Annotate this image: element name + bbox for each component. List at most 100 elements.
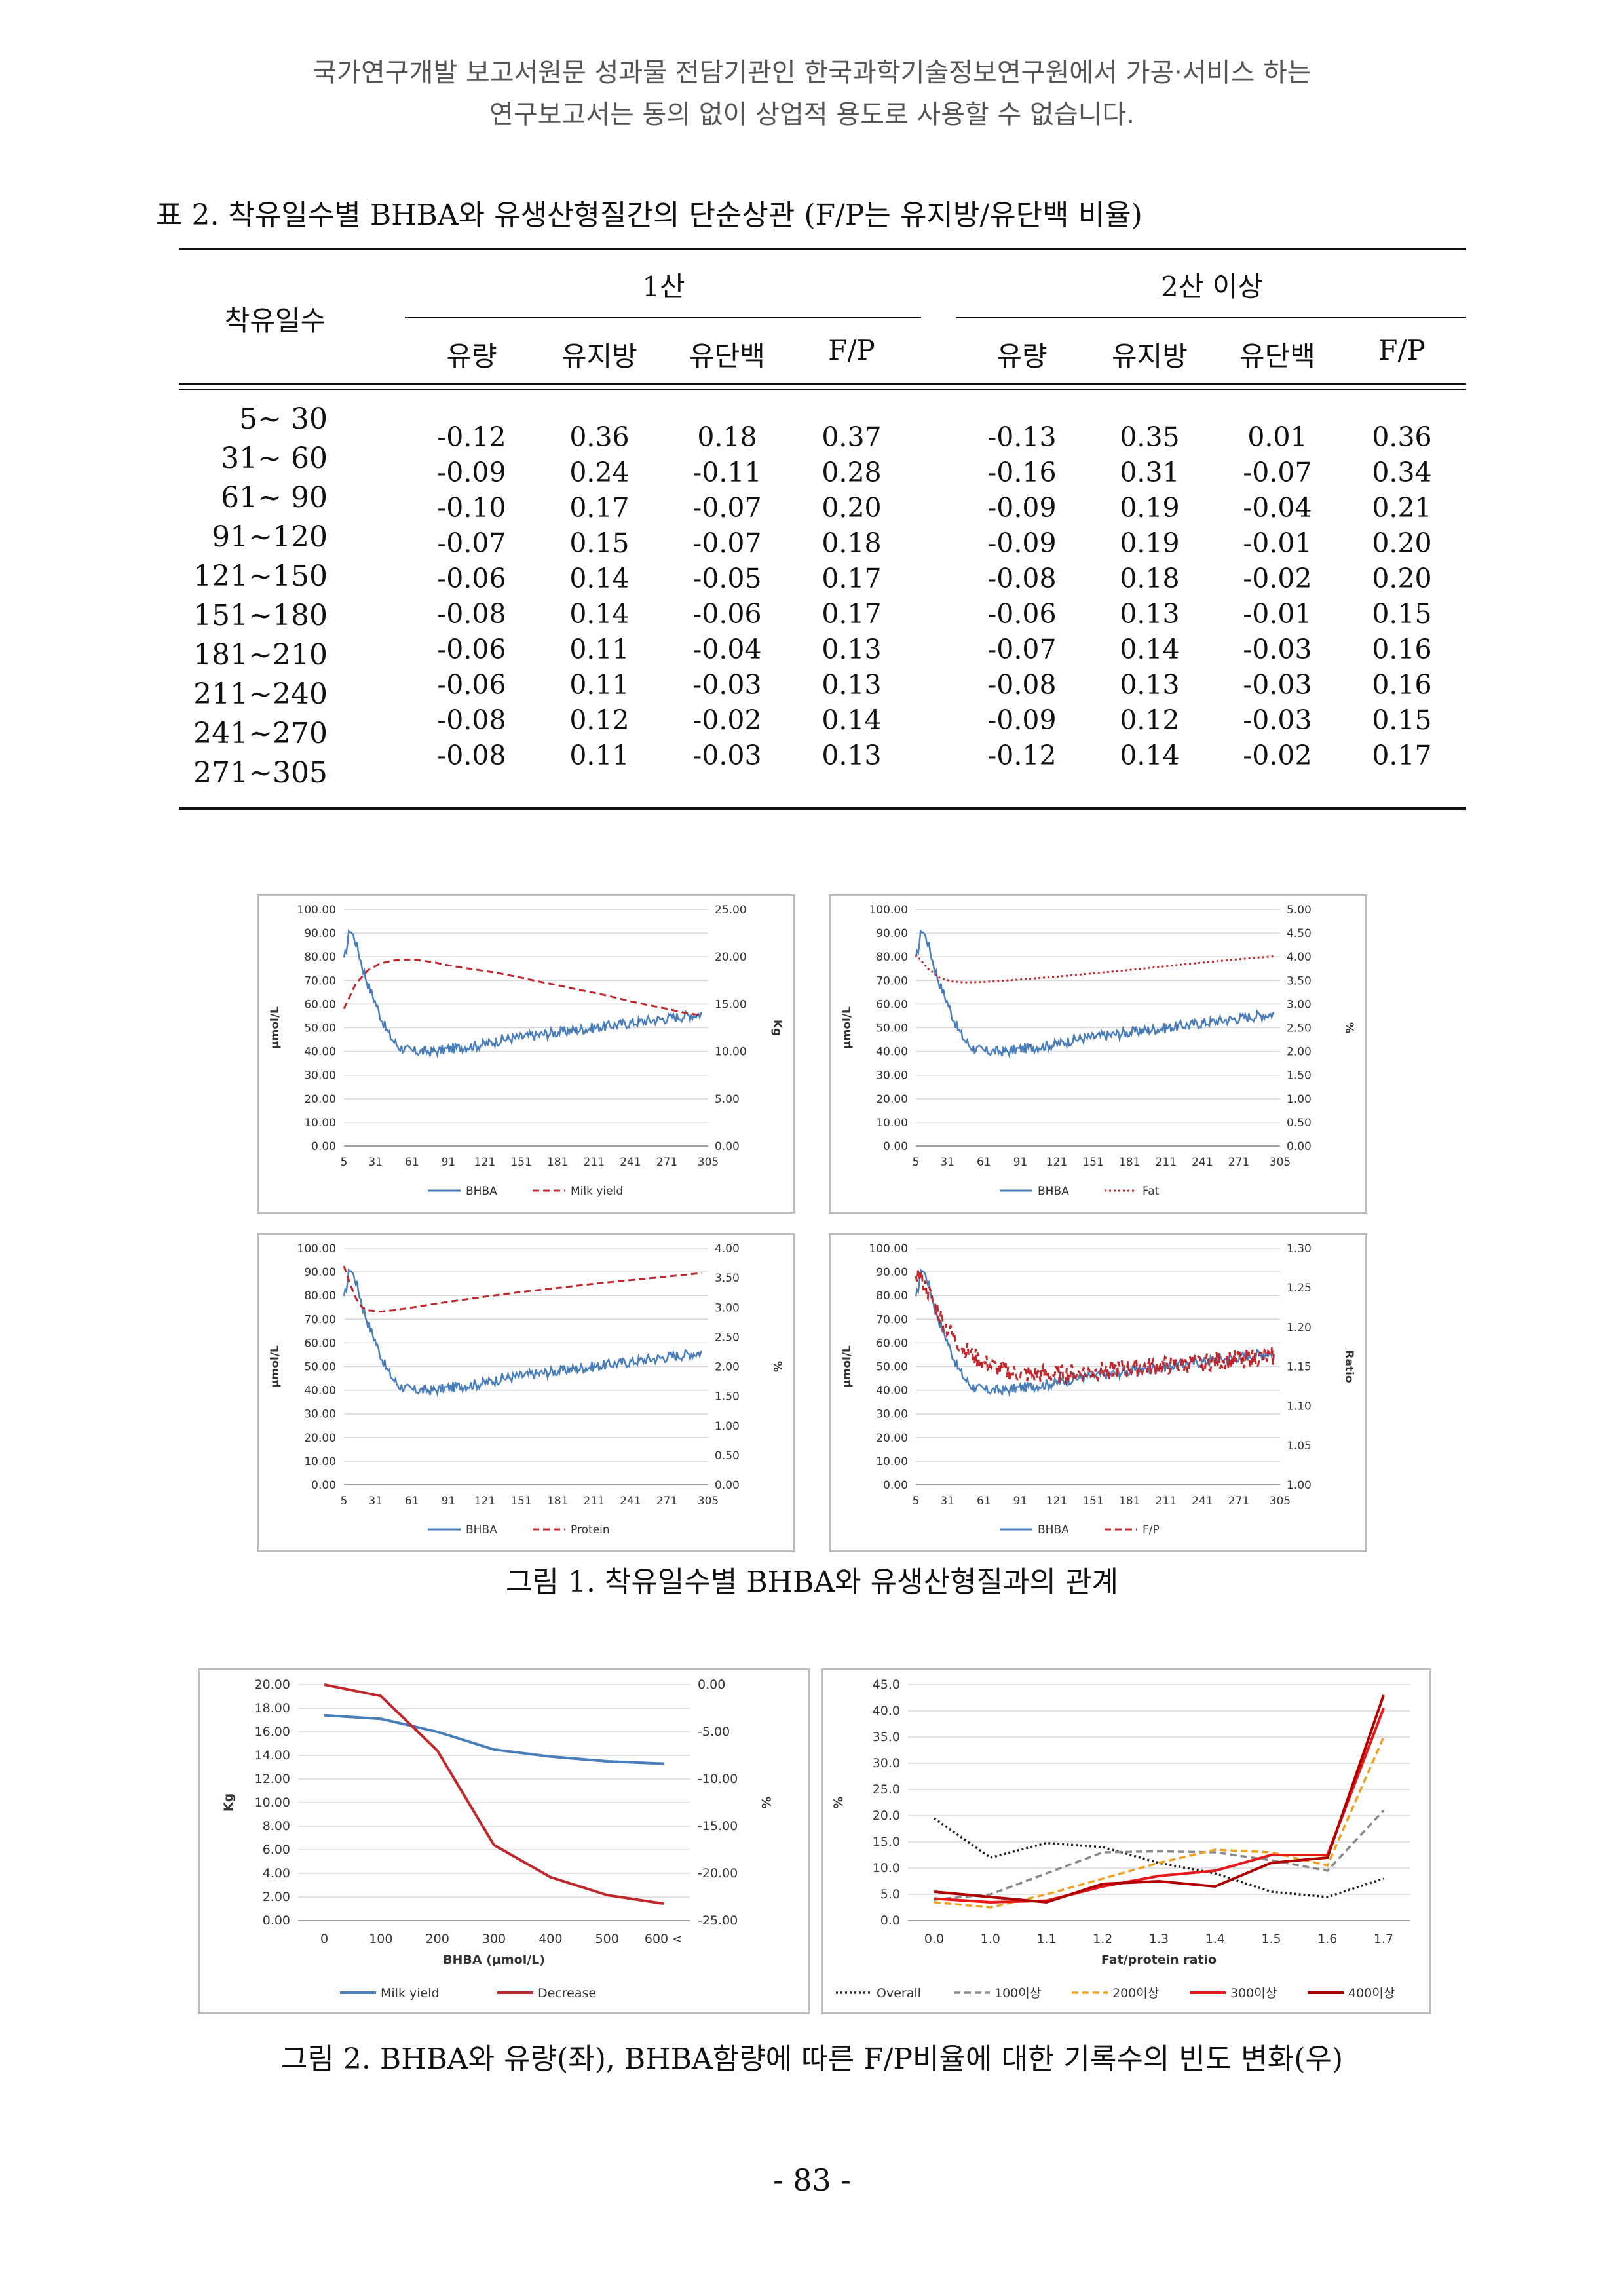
y2-tick-label: -10.00	[698, 1772, 738, 1786]
y-tick-label: 10.00	[876, 1455, 908, 1468]
x-tick-label: 241	[1192, 1495, 1213, 1508]
y-tick-label: 10.00	[255, 1795, 290, 1810]
y-tick-label: 60.00	[304, 1337, 336, 1350]
y2-tick-label: -5.00	[698, 1725, 730, 1739]
days-column: 5~ 30 31~ 60 61~ 90 91~120 121~150 151~1…	[190, 400, 328, 793]
y2-axis-label: Ratio	[1342, 1350, 1355, 1383]
x-tick-label: 400	[538, 1932, 562, 1946]
x-axis-label: Fat/protein ratio	[1101, 1953, 1217, 1967]
y-axis-label: μmol/L	[269, 1006, 282, 1049]
table-cell-days: 151~180	[193, 599, 328, 632]
legend-label: BHBA	[466, 1185, 497, 1198]
table-cell: -0.03	[1243, 634, 1312, 665]
y-tick-label: 60.00	[304, 998, 336, 1011]
series-line-f-p	[915, 1269, 1275, 1386]
y-tick-label: 50.00	[876, 1361, 908, 1374]
x-tick-label: 241	[1192, 1156, 1213, 1169]
table-cell-days: 241~270	[193, 717, 328, 750]
x-tick-label: 500	[595, 1932, 619, 1946]
x-tick-label: 5	[341, 1156, 348, 1169]
series-line-protein	[343, 1265, 702, 1313]
x-tick-label: 211	[584, 1495, 605, 1508]
x-axis-label: BHBA (μmol/L)	[443, 1953, 545, 1967]
table-cell: 0.34	[1372, 457, 1432, 488]
y2-tick-label: 0.00	[1287, 1140, 1312, 1153]
y-tick-label: 30.00	[876, 1408, 908, 1421]
y2-tick-label: 0.50	[715, 1449, 740, 1463]
y-tick-label: 20.00	[876, 1432, 908, 1445]
y-tick-label: 20.00	[304, 1093, 336, 1106]
table-cell: 0.18	[697, 421, 757, 453]
x-tick-label: 151	[510, 1495, 531, 1508]
x-tick-label: 91	[1013, 1156, 1028, 1169]
header-bottom-rule-2	[179, 389, 1466, 390]
y-tick-label: 70.00	[876, 1313, 908, 1326]
x-tick-label: 211	[584, 1156, 605, 1169]
y-axis-label: μmol/L	[840, 1345, 854, 1388]
table-cell: -0.07	[1243, 457, 1312, 488]
table-cell: -0.03	[1243, 704, 1312, 736]
y2-tick-label: 2.00	[1287, 1046, 1312, 1059]
x-tick-label: 271	[656, 1495, 677, 1508]
x-tick-label: 151	[1082, 1156, 1103, 1169]
x-tick-label: 151	[1082, 1495, 1103, 1508]
y-tick-label: 8.00	[263, 1819, 290, 1833]
col-header-g1-milk: 유량	[446, 340, 497, 372]
y-tick-label: 90.00	[876, 927, 908, 940]
table-cell: -0.08	[437, 598, 506, 630]
table-cell: -0.03	[1243, 669, 1312, 700]
y-tick-label: 90.00	[304, 1266, 336, 1279]
chart-svg: 100.0090.0080.0070.0060.0050.0040.0030.0…	[269, 1242, 784, 1537]
y-tick-label: 100.00	[869, 904, 908, 917]
page-number: - 83 -	[773, 2162, 851, 2198]
g1-protein-column: 0.18 -0.11 -0.07 -0.07 -0.05 -0.06 -0.04…	[675, 419, 780, 773]
series-line-bhba	[343, 928, 703, 1059]
y2-tick-label: 25.00	[715, 904, 747, 917]
y-tick-label: 10.00	[876, 1117, 908, 1130]
group2-rule	[956, 317, 1466, 318]
y-tick-label: 12.00	[255, 1772, 290, 1786]
table-cell: -0.13	[987, 421, 1057, 453]
legend-label: 400이상	[1348, 1986, 1395, 2000]
y2-axis-label: %	[1342, 1022, 1355, 1033]
y-tick-label: 50.00	[304, 1361, 336, 1374]
y-tick-label: 0.00	[311, 1479, 336, 1492]
y-tick-label: 45.0	[873, 1677, 900, 1692]
x-tick-label: 121	[474, 1495, 495, 1508]
y-tick-label: 60.00	[876, 998, 908, 1011]
table-cell: -0.07	[692, 492, 762, 524]
x-tick-label: 31	[940, 1495, 954, 1508]
series-line	[934, 1736, 1385, 1909]
chart-bhba-fat: 100.00 90.00 80.00 70.00 60.00 50.00 40.00 30.0…	[829, 894, 1367, 1214]
g2-fat-column: 0.35 0.31 0.19 0.19 0.18 0.13 0.14 0.13 …	[1097, 419, 1202, 773]
y-tick-label: 0.00	[883, 1140, 908, 1153]
y2-tick-label: 1.00	[1287, 1479, 1312, 1492]
x-tick-label: 91	[1013, 1495, 1028, 1508]
legend-label: Overall	[877, 1986, 921, 2000]
legend-label: F/P	[1142, 1523, 1160, 1537]
y-tick-label: 60.00	[876, 1337, 908, 1350]
y-tick-label: 20.00	[876, 1093, 908, 1106]
chart-bhba-milk-decrease: 20.00 18.00 16.00 14.00 12.00 10.00 8.00 6.00 4.…	[198, 1668, 810, 2014]
y2-tick-label: 15.00	[715, 998, 747, 1011]
x-tick-label: 31	[368, 1156, 383, 1169]
legend-label: 200이상	[1112, 1986, 1159, 2000]
table-caption: 표 2. 착유일수별 BHBA와 유생산형질간의 단순상관 (F/P는 유지방/…	[156, 199, 1142, 232]
x-tick-label: 1.6	[1317, 1932, 1337, 1946]
x-tick-label: 1.5	[1261, 1932, 1281, 1946]
table-cell: 0.18	[821, 527, 882, 559]
table-cell: 0.13	[1120, 669, 1180, 700]
table-cell: -0.07	[987, 634, 1057, 665]
y2-axis-label: %	[770, 1361, 784, 1372]
y-axis-label: μmol/L	[840, 1006, 854, 1049]
x-tick-label: 1.2	[1093, 1932, 1112, 1946]
y-tick-label: 50.00	[304, 1022, 336, 1035]
y-tick-label: 4.00	[263, 1866, 290, 1881]
x-tick-label: 0	[320, 1932, 328, 1946]
table-cell: 0.12	[569, 704, 630, 736]
x-tick-label: 1.7	[1374, 1932, 1393, 1946]
table-cell: -0.16	[987, 457, 1057, 488]
table-cell: -0.08	[437, 740, 506, 771]
x-tick-label: 181	[1119, 1156, 1140, 1169]
legend-label: Protein	[571, 1523, 610, 1537]
